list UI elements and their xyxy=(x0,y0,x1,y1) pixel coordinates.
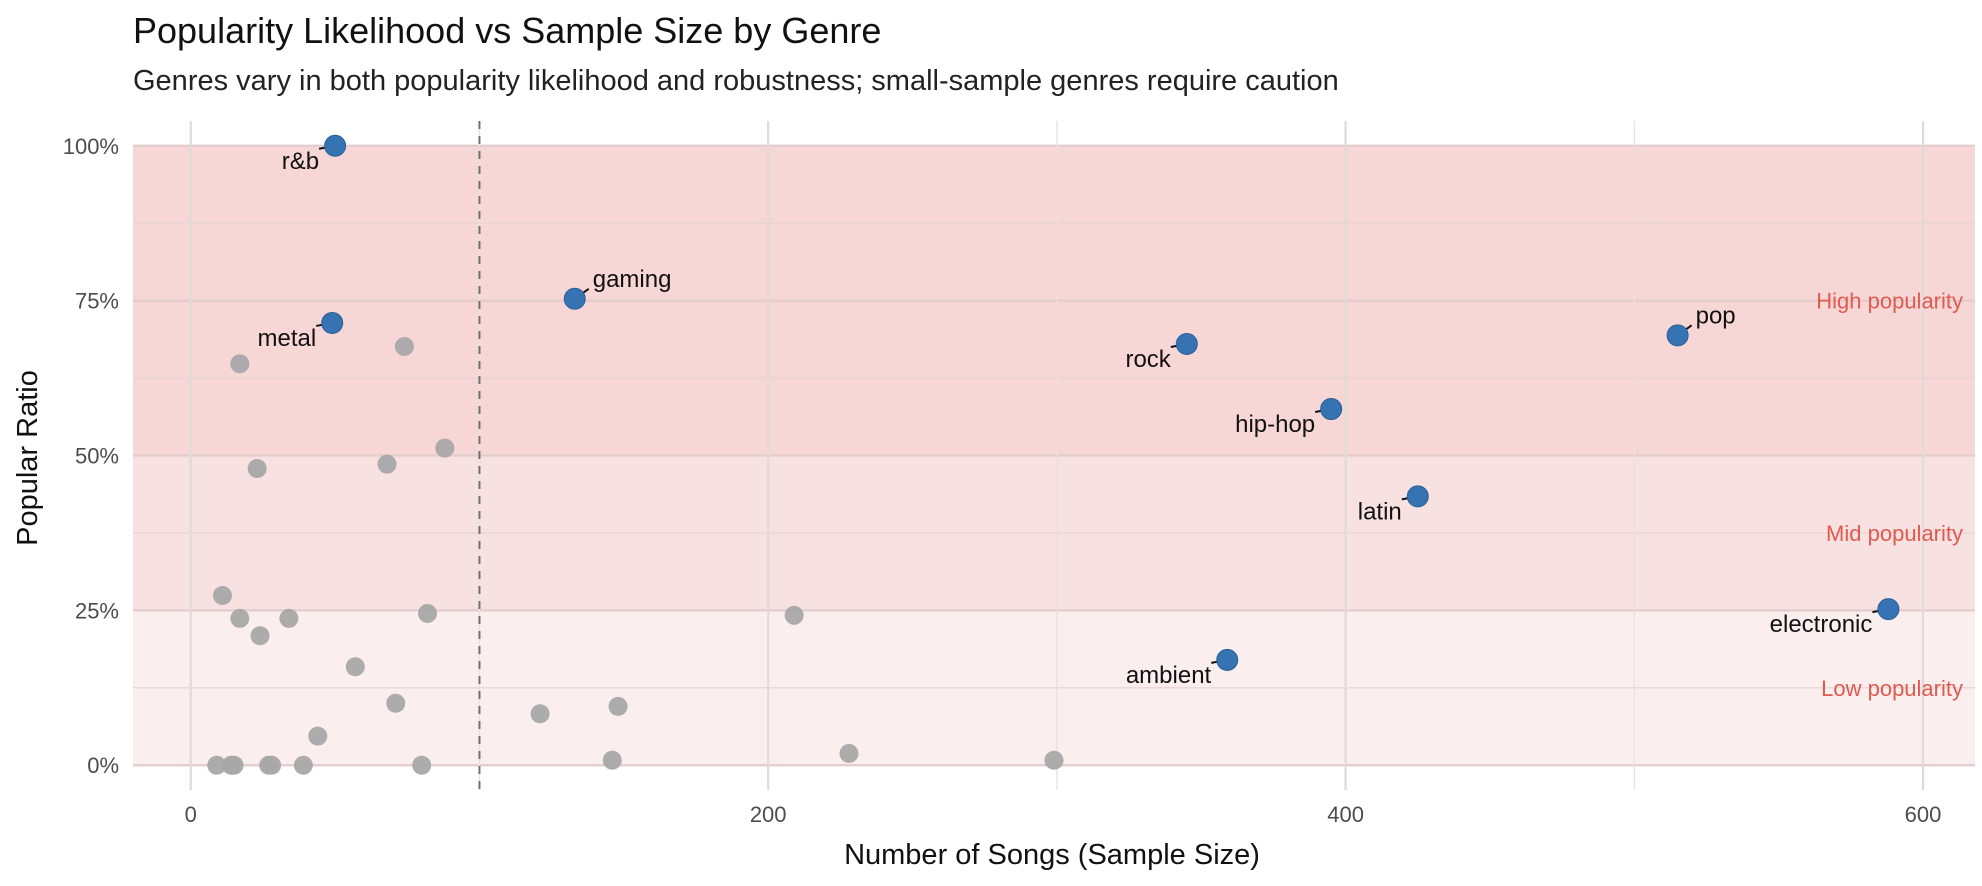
x-axis-ticks: 0 200 400 600 xyxy=(185,802,1942,827)
point-rock xyxy=(1175,333,1198,355)
chart-title: Popularity Likelihood vs Sample Size by … xyxy=(133,10,881,51)
point-metal xyxy=(321,311,344,334)
label-metal: metal xyxy=(258,325,317,352)
point-hip-hop xyxy=(1320,398,1343,421)
other-point xyxy=(386,693,406,713)
other-point xyxy=(224,755,244,775)
chart-subtitle: Genres vary in both popularity likelihoo… xyxy=(133,65,1339,97)
point-ambient xyxy=(1216,648,1239,671)
y-axis-title: Popular Ratio xyxy=(12,370,44,546)
other-point xyxy=(207,755,227,775)
other-point xyxy=(412,755,432,775)
y-tick-label: 50% xyxy=(75,444,119,469)
other-point xyxy=(417,603,437,623)
point-r-b xyxy=(324,134,347,157)
other-point xyxy=(394,336,414,356)
other-point xyxy=(784,605,804,625)
point-electronic xyxy=(1877,598,1900,621)
other-point xyxy=(839,743,859,763)
label-pop: pop xyxy=(1696,302,1736,329)
band-label-high: High popularity xyxy=(1816,289,1963,314)
label-hip-hop: hip-hop xyxy=(1235,411,1315,438)
x-tick-label: 0 xyxy=(185,802,197,827)
label-electronic: electronic xyxy=(1770,611,1873,638)
x-tick-label: 400 xyxy=(1327,802,1364,827)
other-point xyxy=(602,750,622,770)
x-tick-label: 600 xyxy=(1905,802,1942,827)
point-pop xyxy=(1666,324,1689,347)
other-point xyxy=(377,454,397,474)
x-tick-label: 200 xyxy=(750,802,787,827)
other-point xyxy=(247,459,267,479)
y-tick-label: 100% xyxy=(63,134,119,159)
genre-labels: r&b gaming metal rock pop hip-hop latin electro… xyxy=(258,148,1873,689)
other-point xyxy=(345,657,365,677)
band-label-low: Low popularity xyxy=(1821,676,1963,701)
highlighted-genre-points xyxy=(321,134,1900,671)
other-point xyxy=(293,755,313,775)
label-gaming: gaming xyxy=(593,266,672,293)
other-point xyxy=(608,696,628,716)
band-labels: Low popularity Mid popularity High popular… xyxy=(1816,289,1963,701)
band-label-mid: Mid popularity xyxy=(1826,521,1963,546)
other-genre-points xyxy=(207,336,1064,775)
other-point xyxy=(308,726,328,746)
other-point xyxy=(230,608,250,628)
other-point xyxy=(262,755,282,775)
x-axis-title: Number of Songs (Sample Size) xyxy=(844,839,1260,871)
label-r-b: r&b xyxy=(282,148,319,175)
y-axis-ticks: 0% 25% 50% 75% 100% xyxy=(63,134,119,778)
label-rock: rock xyxy=(1125,346,1171,373)
y-tick-label: 75% xyxy=(75,289,119,314)
label-ambient: ambient xyxy=(1126,662,1212,689)
y-tick-label: 0% xyxy=(87,753,119,778)
y-tick-label: 25% xyxy=(75,598,119,623)
point-latin xyxy=(1406,485,1429,508)
other-point xyxy=(230,354,250,374)
point-gaming xyxy=(563,287,586,310)
other-point xyxy=(250,626,270,646)
other-point xyxy=(435,438,455,458)
other-point xyxy=(279,608,299,628)
other-point xyxy=(1044,750,1064,770)
other-point xyxy=(213,585,233,605)
label-latin: latin xyxy=(1358,498,1402,525)
other-point xyxy=(530,704,550,724)
